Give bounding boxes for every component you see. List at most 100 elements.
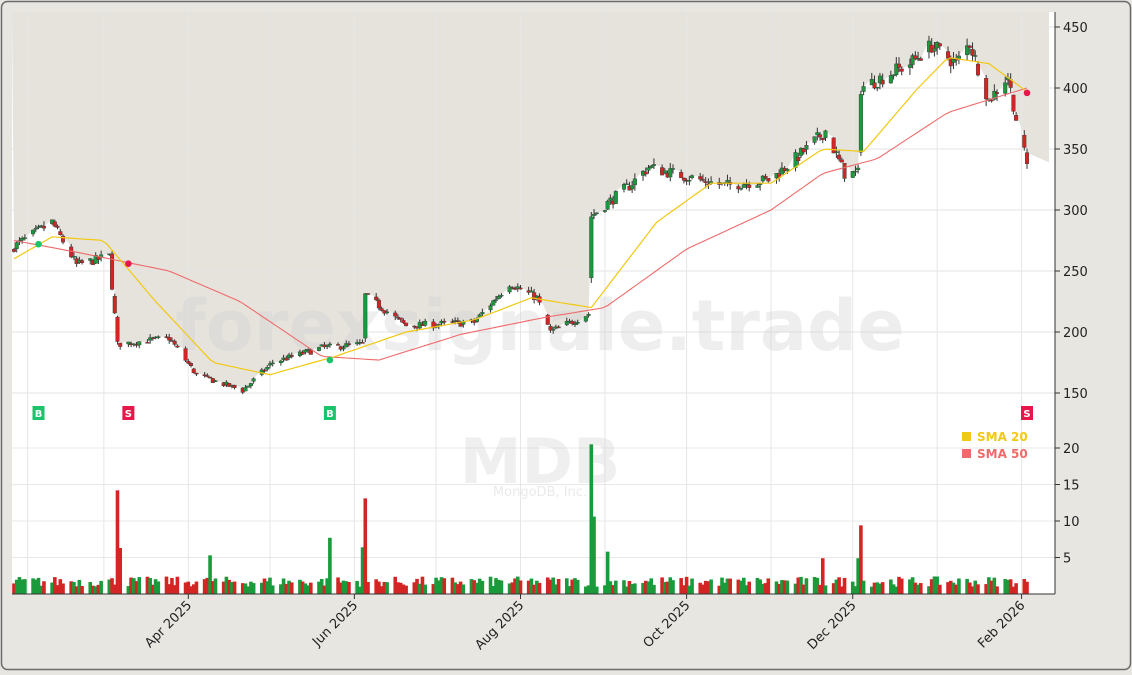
volume-bar — [660, 577, 664, 594]
candle-body — [385, 311, 390, 314]
volume-bar — [480, 580, 485, 594]
volume-bar — [360, 547, 365, 594]
volume-bar — [510, 582, 515, 594]
volume-bar — [987, 577, 991, 594]
candle-body — [126, 341, 131, 345]
volume-bar — [954, 584, 958, 594]
volume-bar — [434, 577, 438, 594]
volume-bar — [518, 580, 523, 594]
volume-bar — [423, 584, 427, 594]
volume-bar — [564, 578, 569, 594]
candle-body — [747, 184, 752, 188]
volume-bar — [818, 584, 822, 594]
volume-bar — [758, 579, 762, 594]
candle-body — [888, 75, 893, 84]
volume-bar — [477, 578, 482, 594]
volume-bar — [728, 578, 732, 594]
candle-body — [327, 343, 332, 346]
candle-body — [513, 288, 518, 290]
volume-bar — [91, 585, 95, 594]
candle-body — [967, 45, 972, 48]
volume-bar — [755, 577, 760, 594]
candle-body — [395, 316, 400, 319]
signal-label-buy: B — [326, 409, 334, 420]
volume-bar — [567, 585, 572, 594]
volume-bar — [58, 579, 63, 594]
signal-dot-sell — [125, 260, 132, 267]
volume-bar — [690, 578, 694, 594]
candle-body — [801, 148, 806, 153]
volume-bar — [322, 585, 327, 594]
volume-bar — [1006, 579, 1010, 594]
volume-bar — [872, 582, 877, 594]
candle-body — [992, 90, 997, 100]
volume-bar — [633, 583, 637, 594]
candle-body — [725, 180, 730, 183]
candle-body — [815, 132, 820, 136]
volume-bar — [265, 581, 270, 594]
candle-body — [910, 55, 915, 65]
candle-body — [300, 351, 305, 355]
candle-body — [515, 286, 520, 289]
volume-bar — [984, 584, 988, 594]
candle-body — [12, 249, 16, 252]
volume-bar — [374, 579, 378, 594]
candle-body — [431, 321, 436, 329]
candle-body — [646, 167, 651, 171]
volume-bar — [722, 582, 727, 594]
candle-body — [308, 349, 313, 355]
candle-body — [744, 183, 749, 186]
volume-bar — [260, 582, 264, 594]
volume-bar — [134, 581, 139, 594]
candle-body — [262, 369, 267, 372]
volume-bar — [396, 582, 400, 594]
candle-body — [877, 75, 882, 84]
volume-bar — [14, 579, 19, 594]
candle-body — [118, 342, 123, 347]
volume-bar — [153, 579, 158, 594]
candle-body — [265, 366, 270, 370]
volume-bar — [189, 586, 193, 594]
candle-body — [858, 94, 863, 153]
candle-body — [156, 336, 161, 338]
candle-body — [183, 348, 188, 361]
volume-bar — [456, 584, 460, 594]
volume-bar — [205, 577, 210, 594]
candle-body — [518, 287, 523, 290]
volume-bar — [213, 578, 218, 594]
volume-bar — [570, 579, 575, 594]
price-tick-label: 300 — [1063, 204, 1088, 219]
candle-body — [455, 320, 460, 322]
price-tick-label: 250 — [1063, 265, 1088, 280]
volume-bar — [853, 586, 858, 594]
price-shade — [12, 12, 1049, 388]
volume-bar — [363, 498, 368, 594]
candle-body — [698, 176, 703, 180]
volume-bar — [151, 584, 155, 594]
volume-bar — [611, 585, 615, 594]
candle-body — [649, 165, 654, 168]
volume-bar — [646, 581, 651, 594]
volume-bar — [869, 586, 874, 594]
candle-body — [227, 383, 232, 387]
candle-body — [670, 168, 675, 170]
volume-bar — [183, 582, 188, 594]
volume-bar — [344, 581, 349, 594]
candle-body — [572, 323, 577, 325]
volume-bar — [284, 583, 289, 594]
volume-bar — [861, 580, 866, 594]
volume-bar — [682, 585, 686, 594]
volume-bar — [741, 577, 746, 594]
candle-body — [496, 295, 501, 300]
volume-bar — [415, 578, 419, 594]
volume-bar — [303, 583, 308, 594]
candle-body — [267, 363, 272, 366]
candle-body — [205, 375, 210, 377]
signal-label-buy: B — [35, 409, 43, 420]
candle-body — [690, 175, 695, 178]
signal-badge-buy — [32, 406, 45, 420]
price-tick-label: 150 — [1063, 387, 1088, 402]
volume-bar — [627, 581, 632, 594]
